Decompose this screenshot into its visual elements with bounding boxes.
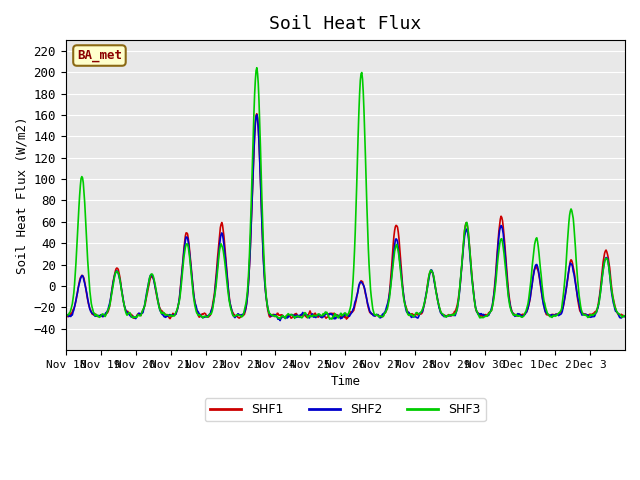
SHF1 xyxy=(621,314,629,320)
SHF2 xyxy=(404,309,412,315)
SHF1 xyxy=(404,311,412,317)
SHF2 xyxy=(621,314,629,320)
Title: Soil Heat Flux: Soil Heat Flux xyxy=(269,15,422,33)
Line: SHF2: SHF2 xyxy=(66,115,625,321)
SHF2 xyxy=(281,314,289,320)
SHF2 xyxy=(253,112,260,118)
SHF1 xyxy=(253,111,260,117)
SHF1 xyxy=(230,312,238,318)
SHF2 xyxy=(230,314,238,320)
SHF2 xyxy=(276,318,284,324)
SHF1 xyxy=(280,313,287,319)
SHF3 xyxy=(404,312,412,318)
Y-axis label: Soil Heat Flux (W/m2): Soil Heat Flux (W/m2) xyxy=(15,116,28,274)
SHF3 xyxy=(280,314,287,320)
SHF1 xyxy=(259,238,266,244)
SHF3 xyxy=(259,220,266,226)
SHF3 xyxy=(230,313,238,319)
SHF3 xyxy=(253,65,260,71)
SHF2 xyxy=(62,312,70,317)
SHF3 xyxy=(436,306,444,312)
SHF2 xyxy=(127,314,135,320)
X-axis label: Time: Time xyxy=(330,375,360,388)
Legend: SHF1, SHF2, SHF3: SHF1, SHF2, SHF3 xyxy=(205,398,486,421)
SHF2 xyxy=(259,239,266,245)
SHF3 xyxy=(127,313,135,319)
Line: SHF1: SHF1 xyxy=(66,114,625,319)
SHF1 xyxy=(436,306,444,312)
SHF3 xyxy=(62,312,70,318)
Line: SHF3: SHF3 xyxy=(66,68,625,319)
SHF1 xyxy=(342,316,350,322)
SHF3 xyxy=(326,316,333,322)
SHF2 xyxy=(436,307,444,312)
SHF3 xyxy=(621,313,629,319)
Text: BA_met: BA_met xyxy=(77,49,122,62)
SHF1 xyxy=(62,313,70,319)
SHF1 xyxy=(127,312,135,317)
